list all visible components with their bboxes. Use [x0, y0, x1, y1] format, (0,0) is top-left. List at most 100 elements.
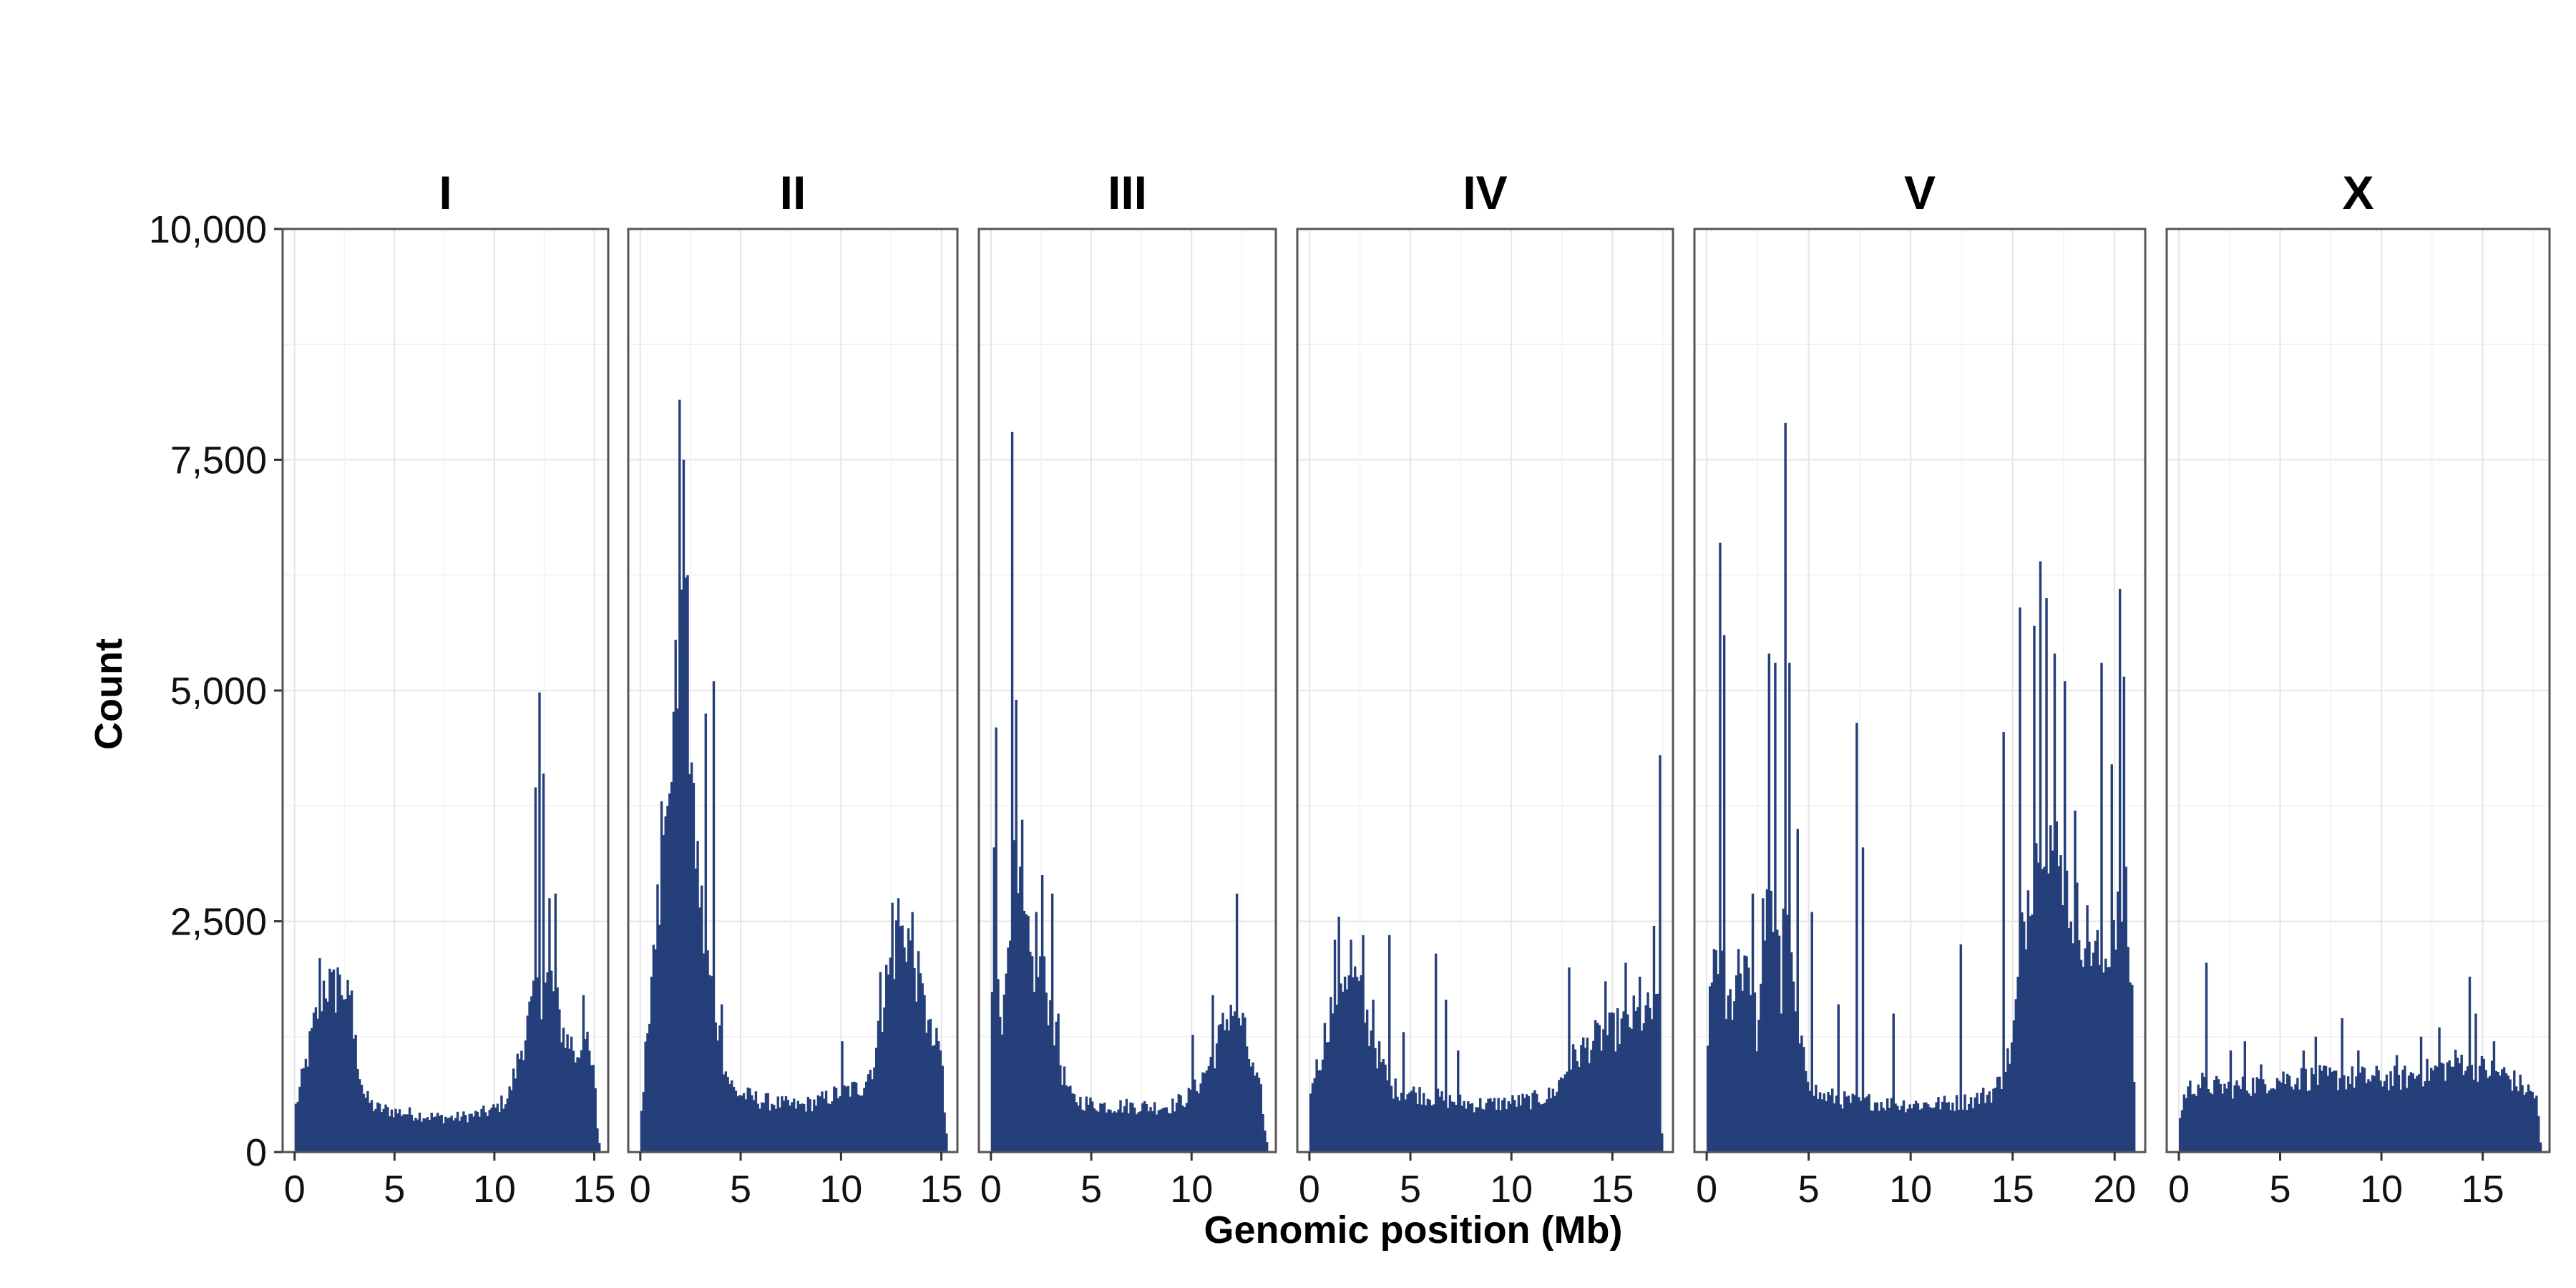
- panel-border: [977, 228, 1277, 1153]
- histogram-bar: [995, 727, 997, 1152]
- histogram-bar: [2426, 1058, 2429, 1152]
- histogram-bar: [1642, 1023, 1646, 1152]
- histogram-bar: [801, 1103, 804, 1152]
- histogram-bar: [1829, 1095, 1832, 1152]
- histogram-bars: [1309, 755, 1664, 1152]
- histogram-bar: [1165, 1107, 1169, 1152]
- histogram-bar: [2440, 1062, 2443, 1152]
- histogram-bar: [1596, 1023, 1599, 1152]
- histogram-bar: [1831, 1088, 1834, 1152]
- histogram-bar: [1443, 1101, 1445, 1152]
- histogram-bar: [1957, 1109, 1961, 1152]
- histogram-bar: [2241, 1076, 2245, 1152]
- histogram-bar: [1237, 1018, 1241, 1152]
- histogram-bar: [1835, 1096, 1838, 1152]
- histogram-bar: [664, 816, 667, 1152]
- histogram-bar: [1317, 1070, 1320, 1152]
- histogram-bar: [688, 774, 691, 1152]
- histogram-bar: [864, 1081, 868, 1152]
- histogram-bar: [2229, 1050, 2233, 1152]
- histogram-bar: [312, 1013, 316, 1152]
- histogram-bar: [1330, 997, 1332, 1152]
- histogram-bar: [374, 1108, 377, 1152]
- histogram-bar: [350, 990, 353, 1152]
- histogram-bar: [478, 1116, 481, 1152]
- histogram-bar: [2096, 930, 2099, 1152]
- histogram-bar: [1707, 1045, 1709, 1152]
- histogram-bar: [328, 968, 331, 1152]
- histogram-bar: [442, 1123, 445, 1152]
- histogram-bar: [2270, 1088, 2273, 1152]
- histogram-bar: [1342, 991, 1345, 1152]
- histogram-bar: [826, 1103, 830, 1152]
- histogram-bar: [2180, 1110, 2184, 1152]
- histogram-bar: [722, 1074, 726, 1152]
- histogram-bar: [392, 1117, 395, 1152]
- histogram-bar: [2308, 1090, 2311, 1152]
- histogram-bar: [917, 951, 920, 1152]
- histogram-bar: [500, 1095, 503, 1152]
- histogram-bar: [716, 1040, 719, 1152]
- histogram-bar: [829, 1104, 831, 1152]
- histogram-bar: [2284, 1084, 2287, 1152]
- histogram-bar: [2513, 1070, 2516, 1152]
- histogram-bar: [2294, 1084, 2297, 1152]
- histogram-bar: [666, 806, 669, 1152]
- histogram-bar: [781, 1096, 784, 1152]
- histogram-bar: [873, 1067, 876, 1152]
- histogram-bar: [1833, 1103, 1836, 1152]
- histogram-bar: [1509, 1103, 1512, 1152]
- histogram-bar: [923, 995, 926, 1152]
- histogram-bar: [2274, 1089, 2277, 1152]
- histogram-bar: [1159, 1109, 1162, 1152]
- histogram-bar: [1234, 1011, 1236, 1152]
- histogram-bar: [358, 1079, 361, 1152]
- histogram-bar: [1918, 1109, 1922, 1152]
- histogram-bar: [1966, 1110, 1968, 1152]
- histogram-bar: [1355, 977, 1359, 1152]
- histogram-bar: [2501, 1069, 2504, 1152]
- histogram-bar: [2012, 1020, 2016, 1152]
- histogram-bar: [2019, 607, 2021, 1152]
- histogram-bar: [506, 1098, 509, 1152]
- histogram-bar: [2371, 1075, 2374, 1152]
- histogram-bar: [1843, 1091, 1846, 1152]
- histogram-bar: [1065, 1085, 1068, 1152]
- histogram-bar: [1827, 1092, 1830, 1152]
- histogram-bar: [712, 681, 716, 1152]
- facet-title: X: [2342, 166, 2373, 219]
- histogram-bar: [1598, 1025, 1601, 1152]
- histogram-bar: [360, 1084, 364, 1152]
- histogram-bar: [2381, 1086, 2384, 1152]
- histogram-bar: [1350, 940, 1352, 1152]
- histogram-bar: [1984, 1103, 1987, 1152]
- histogram-bar: [660, 801, 663, 1152]
- histogram-bar: [2318, 1065, 2321, 1152]
- histogram-bar: [2383, 1080, 2386, 1152]
- histogram-bar: [1539, 1104, 1543, 1152]
- histogram-bar: [2296, 1078, 2299, 1152]
- histogram-bar: [1815, 1084, 1818, 1152]
- histogram-bar: [1171, 1098, 1174, 1152]
- histogram-bar: [1416, 1103, 1419, 1152]
- histogram-bar: [2031, 914, 2034, 1152]
- histogram-bar: [853, 1081, 856, 1152]
- histogram-bar: [294, 1103, 298, 1152]
- histogram-bar: [1252, 1062, 1254, 1152]
- histogram-bar: [2514, 1086, 2518, 1152]
- histogram-bar: [935, 1028, 938, 1152]
- histogram-bar: [2120, 922, 2124, 1152]
- histogram-bar: [883, 1007, 886, 1152]
- histogram-bar: [1561, 1078, 1565, 1152]
- histogram-bar: [1458, 1094, 1462, 1152]
- histogram-bar: [779, 1107, 781, 1152]
- histogram-bar: [1093, 1108, 1096, 1152]
- histogram-bar: [2077, 940, 2081, 1152]
- histogram-bar: [2341, 1018, 2343, 1152]
- histogram-bar: [450, 1116, 453, 1152]
- histogram-bar: [430, 1112, 433, 1152]
- histogram-bar: [2539, 1142, 2542, 1152]
- histogram-bar: [668, 793, 671, 1152]
- histogram-bar: [704, 713, 707, 1152]
- histogram-bar: [1055, 1021, 1058, 1152]
